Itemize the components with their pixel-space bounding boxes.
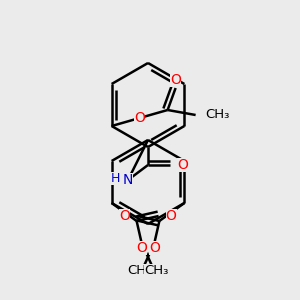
Text: O: O [170, 73, 181, 87]
Text: N: N [123, 173, 133, 187]
Text: O: O [119, 209, 130, 223]
Text: O: O [177, 158, 188, 172]
Text: CH₃: CH₃ [206, 109, 230, 122]
Text: O: O [166, 209, 176, 223]
Text: O: O [136, 241, 147, 255]
Text: O: O [134, 111, 145, 125]
Text: H: H [111, 172, 120, 184]
Text: CH₃: CH₃ [144, 263, 169, 277]
Text: O: O [149, 241, 160, 255]
Text: CH₃: CH₃ [127, 263, 152, 277]
